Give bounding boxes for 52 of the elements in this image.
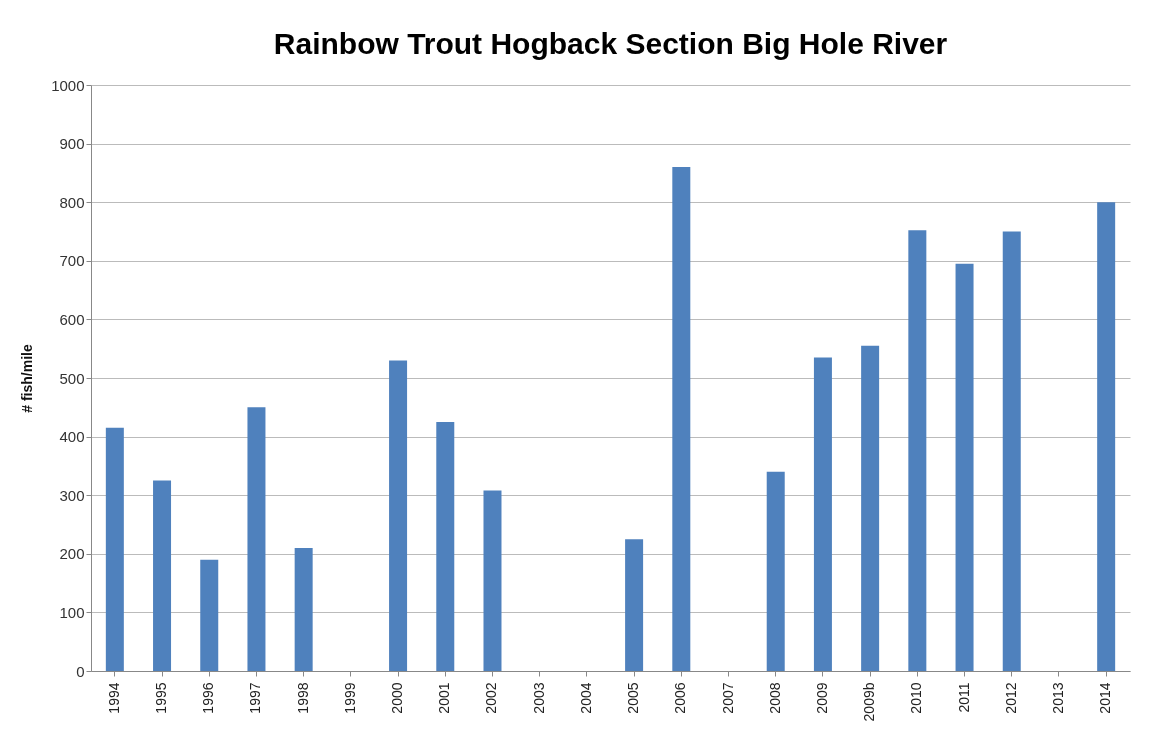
x-tick-label: 2001 bbox=[436, 682, 453, 714]
bar bbox=[483, 490, 502, 671]
bar bbox=[294, 547, 313, 671]
bar bbox=[625, 539, 644, 671]
y-tick-label: 200 bbox=[59, 545, 85, 563]
bar bbox=[1002, 231, 1021, 671]
y-tick-label: 100 bbox=[59, 603, 85, 621]
x-tick-label: 1996 bbox=[200, 682, 217, 714]
x-tick-label: 1999 bbox=[341, 682, 358, 714]
x-tick-label: 2002 bbox=[483, 682, 500, 714]
x-tick-label: 2006 bbox=[672, 682, 689, 714]
x-tick-label: 2009b bbox=[861, 682, 878, 722]
x-tick-label: 1998 bbox=[294, 682, 311, 714]
bar bbox=[955, 263, 974, 671]
x-tick-label: 2007 bbox=[719, 682, 736, 714]
x-tick-label: 2004 bbox=[577, 682, 594, 714]
x-tick-label: 2013 bbox=[1049, 682, 1066, 714]
x-tick-label: 1997 bbox=[247, 682, 264, 714]
y-tick-label: 700 bbox=[59, 252, 85, 270]
y-tick-label: 500 bbox=[59, 369, 85, 387]
y-axis-title: # fish/mile bbox=[19, 344, 36, 413]
bar bbox=[1097, 202, 1116, 671]
x-tick-label: 1995 bbox=[153, 682, 170, 714]
bar bbox=[861, 345, 880, 671]
y-tick-label: 900 bbox=[59, 135, 85, 153]
x-tick-label: 2009 bbox=[813, 682, 830, 714]
x-tick-label: 2000 bbox=[389, 682, 406, 714]
bar bbox=[672, 167, 691, 671]
x-tick-label: 2008 bbox=[766, 682, 783, 714]
bar bbox=[766, 471, 785, 671]
bar bbox=[105, 427, 124, 671]
x-tick-label: 2003 bbox=[530, 682, 547, 714]
y-tick-label: 1000 bbox=[51, 76, 85, 94]
x-tick-label: 2014 bbox=[1097, 682, 1114, 714]
y-tick-label: 600 bbox=[59, 310, 85, 328]
bar bbox=[436, 421, 455, 671]
bar bbox=[247, 407, 266, 671]
y-tick-label: 400 bbox=[59, 428, 85, 446]
x-tick-label: 2005 bbox=[625, 682, 642, 714]
y-tick-label: 300 bbox=[59, 486, 85, 504]
x-tick-label: 1994 bbox=[105, 682, 122, 714]
y-tick-label: 800 bbox=[59, 193, 85, 211]
x-tick-label: 2011 bbox=[955, 682, 972, 713]
chart-title: Rainbow Trout Hogback Section Big Hole River bbox=[273, 27, 948, 60]
x-tick-label: 2012 bbox=[1002, 682, 1019, 714]
bar bbox=[389, 360, 408, 671]
bar bbox=[813, 357, 832, 671]
bar bbox=[200, 559, 219, 671]
bar bbox=[153, 480, 172, 671]
bar bbox=[908, 230, 927, 671]
y-tick-label: 0 bbox=[76, 662, 85, 680]
x-tick-label: 2010 bbox=[908, 682, 925, 714]
